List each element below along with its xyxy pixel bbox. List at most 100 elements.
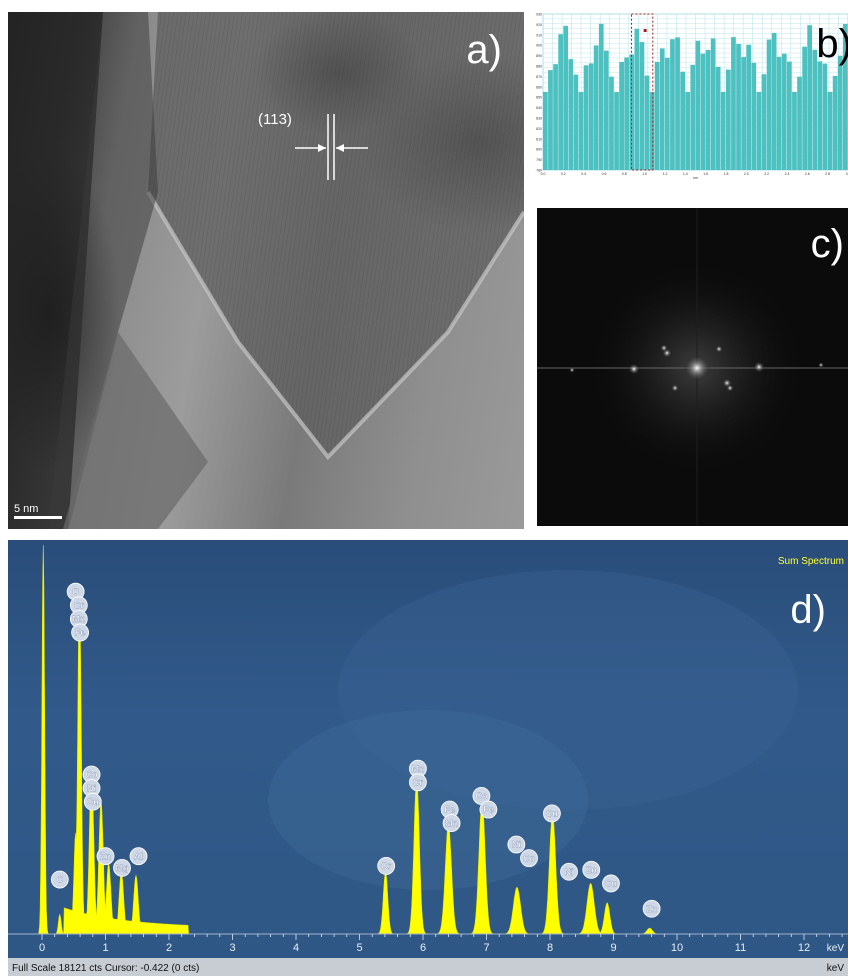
profile-bar <box>568 59 574 170</box>
profile-bar <box>619 62 624 170</box>
profile-y-tick: 920 <box>536 23 542 27</box>
element-peak-label: Zn <box>582 860 601 879</box>
eds-status-bar: Full Scale 18121 cts Cursor: -0.422 (0 c… <box>12 963 199 974</box>
profile-y-tick: 820 <box>536 127 542 131</box>
profile-bar <box>812 49 818 170</box>
element-peak-label: Cr <box>377 857 396 875</box>
eds-x-tick: 4 <box>293 942 299 954</box>
profile-y-tick: 830 <box>536 117 542 121</box>
fft-spot <box>726 384 734 392</box>
eds-x-unit: keV <box>827 943 845 954</box>
fft-spot <box>569 367 575 373</box>
svg-text:Co: Co <box>86 770 98 780</box>
profile-x-tick: 2.6 <box>805 172 810 176</box>
profile-bar <box>736 44 741 170</box>
profile-bar <box>690 64 696 170</box>
svg-text:Mn: Mn <box>445 818 458 828</box>
eds-x-tick: 7 <box>483 942 489 954</box>
profile-x-tick: 0.0 <box>541 172 546 176</box>
profile-x-tick: 2.0 <box>744 172 749 176</box>
profile-bar <box>563 25 568 170</box>
profile-x-tick: 0.6 <box>602 172 607 176</box>
element-peak-label: Cu <box>602 874 620 893</box>
profile-bar <box>700 53 706 171</box>
profile-x-tick: 1.8 <box>724 172 729 176</box>
element-peak-label: Zn <box>642 899 661 918</box>
profile-bar <box>837 55 843 171</box>
profile-bar <box>776 56 782 170</box>
profile-bar <box>756 92 762 170</box>
svg-text:Fe: Fe <box>444 805 455 815</box>
svg-text:Co: Co <box>475 791 487 801</box>
profile-bar <box>573 74 579 170</box>
profile-bar <box>715 66 721 170</box>
profile-x-tick: 1.2 <box>663 172 668 176</box>
plane-index-label: (113) <box>258 111 292 128</box>
profile-x-tick: 0.8 <box>622 172 627 176</box>
svg-text:Cr: Cr <box>74 600 84 610</box>
profile-bar <box>609 76 614 170</box>
intensity-profile-chart: 780 790 800 810 820 830 840 850 860 870 880 890 900 9… <box>536 13 848 180</box>
profile-y-tick: 900 <box>536 44 542 48</box>
profile-bar <box>802 46 807 171</box>
profile-bar <box>766 39 772 170</box>
profile-bar <box>588 63 594 170</box>
fft-spot <box>628 363 640 375</box>
element-peak-label: Mg <box>113 858 131 877</box>
element-peak-label: C <box>50 870 69 889</box>
svg-text:Cu: Cu <box>605 879 617 889</box>
profile-bar <box>771 32 777 171</box>
profile-y-tick: 840 <box>536 106 542 110</box>
fft-pattern-panel: c) <box>537 208 848 526</box>
profile-bar <box>639 42 645 170</box>
panel-c-label: c) <box>810 222 844 266</box>
svg-text:Zn: Zn <box>586 865 597 875</box>
intensity-profile-panel: 780 790 800 810 820 830 840 850 860 870 880 890 900 9… <box>531 12 848 180</box>
eds-x-tick: 2 <box>166 942 172 954</box>
profile-bar <box>659 48 665 170</box>
svg-text:Mn: Mn <box>411 764 424 774</box>
profile-bar <box>792 92 797 170</box>
profile-y-tick: 880 <box>536 65 542 69</box>
profile-bar <box>726 69 731 170</box>
fft-pattern-drawing <box>537 208 848 526</box>
profile-x-unit: nm <box>693 176 698 180</box>
profile-bar <box>670 39 675 171</box>
eds-x-tick: 3 <box>229 942 235 954</box>
profile-bar <box>685 92 690 170</box>
eds-x-tick: 1 <box>102 942 108 954</box>
element-peak-label: Fe <box>479 800 498 819</box>
element-peak-label: Co <box>520 849 538 868</box>
profile-y-tick: 810 <box>536 137 542 141</box>
profile-bar <box>558 34 563 171</box>
eds-spectrum-title: Sum Spectrum <box>778 556 844 567</box>
scale-bar-label: 5 nm <box>14 503 38 515</box>
profile-x-tick: 2.4 <box>785 172 790 176</box>
profile-bar <box>614 92 619 170</box>
profile-x-tick: 3.0 <box>846 172 848 176</box>
profile-bar <box>543 92 548 170</box>
eds-x-tick: 12 <box>798 942 810 954</box>
profile-bar <box>680 71 685 170</box>
element-peak-label: Cu <box>543 804 561 823</box>
profile-bar <box>781 53 787 171</box>
profile-bar <box>695 40 701 171</box>
profile-x-tick: 0.2 <box>561 172 566 176</box>
eds-x-tick: 11 <box>735 942 746 954</box>
svg-text:Fe: Fe <box>483 805 494 815</box>
eds-spectrum-panel: 0 1 2 3 4 5 6 7 8 9 10 11 12 keV Full Scale 18121 cts … <box>8 540 848 976</box>
svg-text:Cu: Cu <box>87 797 99 807</box>
profile-bar <box>548 70 553 170</box>
eds-x-tick: 5 <box>356 942 362 954</box>
panel-a-label: a) <box>466 28 502 72</box>
profile-bar <box>624 57 629 170</box>
profile-bar <box>822 63 828 170</box>
svg-text:Ni: Ni <box>87 783 96 793</box>
svg-text:Zn: Zn <box>646 904 657 914</box>
scale-bar <box>14 516 62 519</box>
element-peak-label: Mn <box>442 814 461 833</box>
profile-bar <box>751 62 757 170</box>
profile-y-tick: 790 <box>536 158 542 162</box>
profile-bar <box>553 64 558 170</box>
